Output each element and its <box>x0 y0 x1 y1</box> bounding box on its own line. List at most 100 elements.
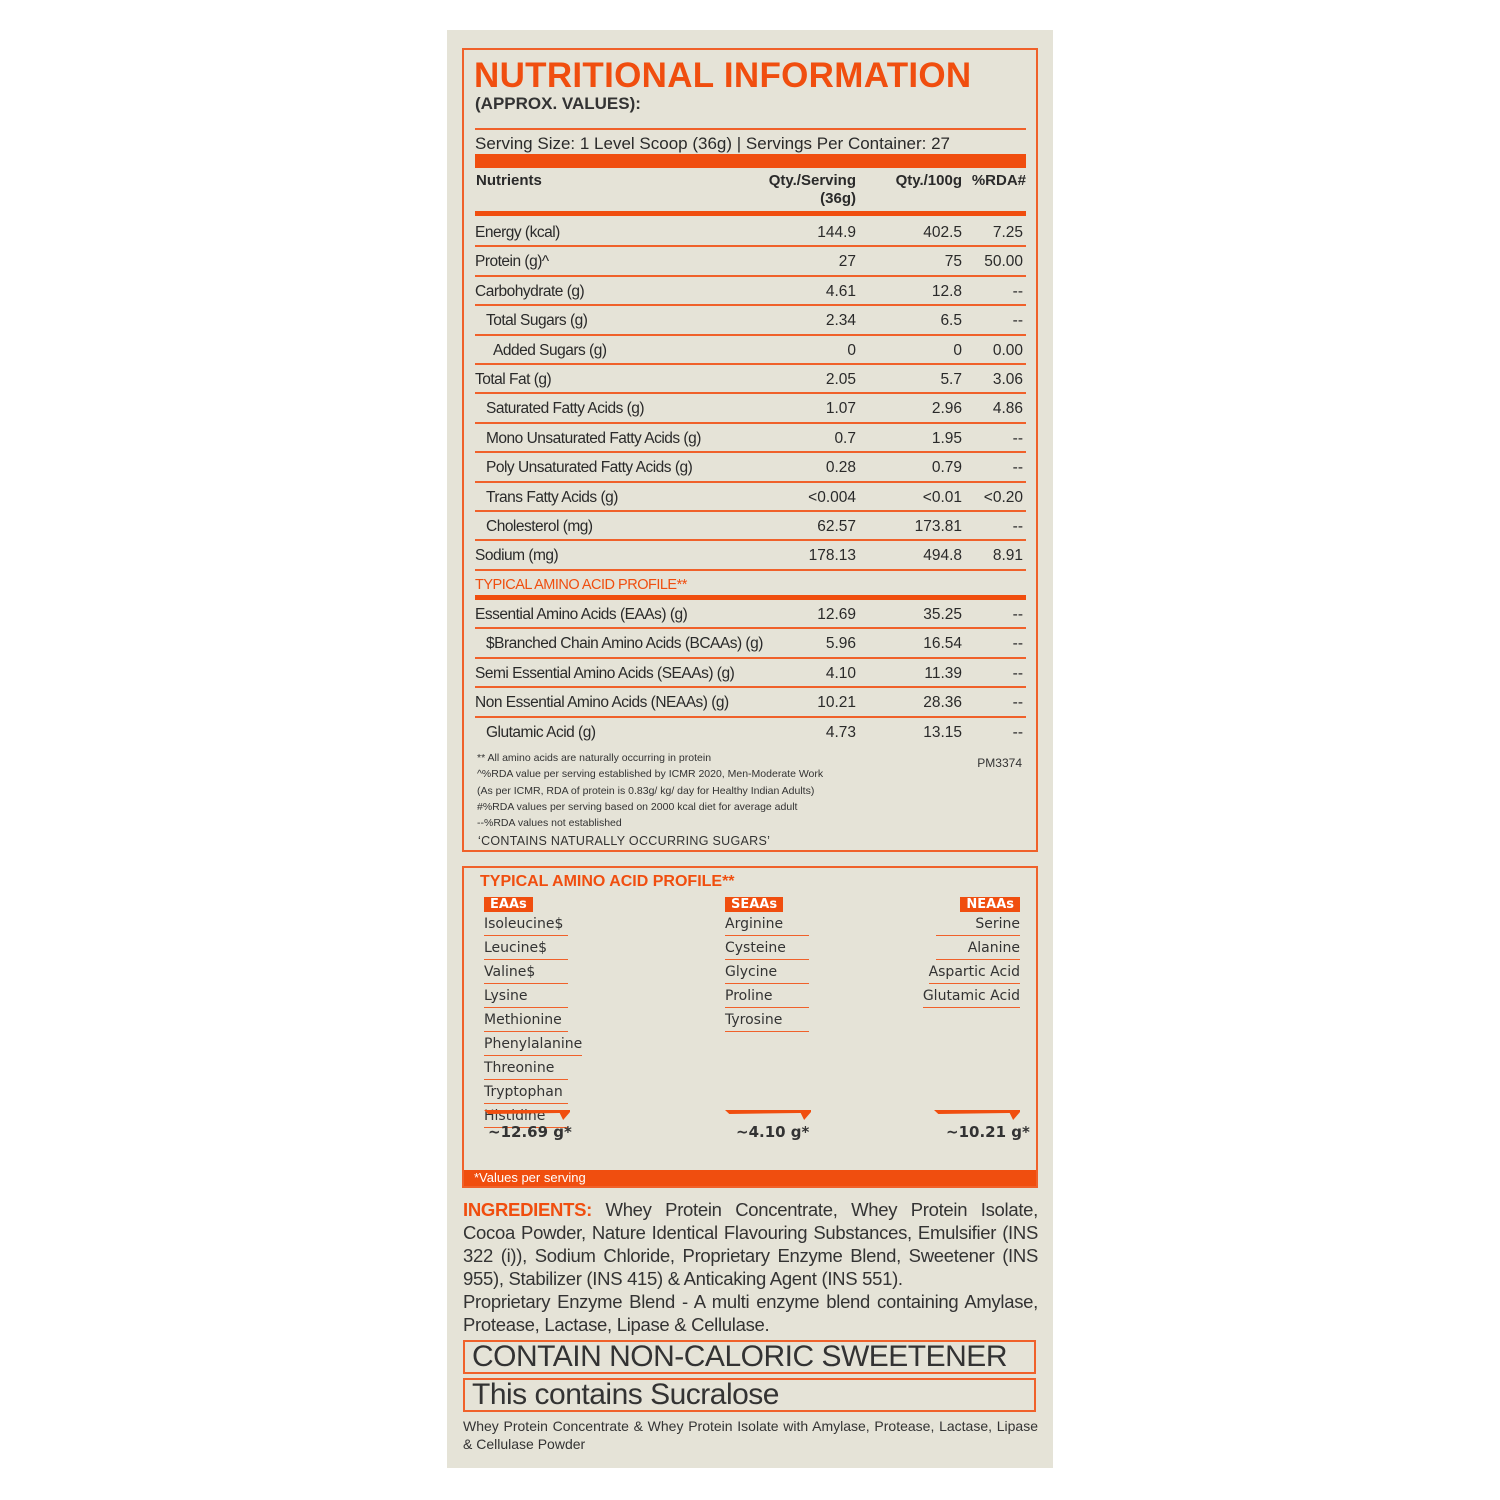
amino-item: Leucine$ <box>484 936 568 960</box>
table-row: Cholesterol (mg) 62.57 173.81 -- <box>475 512 1026 542</box>
qty-serving: 4.73 <box>825 723 856 741</box>
amino-box: TYPICAL AMINO ACID PROFILE** EAAs Isoleuc… <box>462 866 1038 1188</box>
qty-serving: 2.05 <box>825 370 856 388</box>
header-rda: %RDA# <box>971 172 1026 189</box>
nutrition-box: NUTRITIONAL INFORMATION (APPROX. VALUES)… <box>462 48 1038 852</box>
ingredients-text: Whey Protein Concentrate, Whey Protein I… <box>463 1199 1038 1289</box>
table-row: Total Fat (g) 2.05 5.7 3.06 <box>475 365 1026 395</box>
nutrient-name: $Branched Chain Amino Acids (BCAAs) (g) <box>486 635 763 653</box>
amino-item: Arginine <box>725 912 809 936</box>
title: NUTRITIONAL INFORMATION <box>474 56 972 95</box>
table-row: Energy (kcal) 144.9 402.5 7.25 <box>475 218 1026 248</box>
nutrient-name: Total Sugars (g) <box>486 312 588 330</box>
divider-bar <box>475 154 1026 168</box>
rda: -- <box>1012 664 1023 682</box>
amino-item: Methionine <box>484 1008 568 1032</box>
values-per-serving: *Values per serving <box>464 1170 1036 1186</box>
qty-serving: 62.57 <box>817 517 856 535</box>
nutrient-name: Protein (g)^ <box>475 253 549 271</box>
qty-serving: 0.7 <box>834 429 856 447</box>
rda: 0.00 <box>992 341 1023 359</box>
qty-100g: 494.8 <box>923 547 962 565</box>
amino-item: Valine$ <box>484 960 568 984</box>
amino-item: Tryptophan <box>484 1080 568 1104</box>
amino-total: ~12.69 g* <box>488 1123 572 1141</box>
nutrient-table: Energy (kcal) 144.9 402.5 7.25 Protein (g)^ 2… <box>475 218 1026 747</box>
qty-100g: 12.8 <box>931 282 962 300</box>
qty-serving: 178.13 <box>808 547 856 565</box>
amino-item: Lysine <box>484 984 568 1008</box>
rda: -- <box>1012 429 1023 447</box>
rda: 50.00 <box>984 253 1023 271</box>
amino-item: Serine <box>936 912 1020 936</box>
amino-tag: SEAAs <box>725 897 784 912</box>
enzyme-text: Proprietary Enzyme Blend - A multi enzym… <box>463 1291 1038 1335</box>
table-header: Nutrients Qty./Serving (36g) Qty./100g %… <box>475 170 1026 216</box>
header-serving-l2: (36g) <box>820 190 856 207</box>
qty-serving: 144.9 <box>817 224 856 241</box>
label-panel: NUTRITIONAL INFORMATION (APPROX. VALUES)… <box>447 30 1053 1468</box>
nutrient-name: Cholesterol (mg) <box>486 517 593 535</box>
table-row: Sodium (mg) 178.13 494.8 8.91 <box>475 541 1026 571</box>
table-row: Semi Essential Amino Acids (SEAAs) (g) 4.… <box>475 659 1026 689</box>
nutrient-name: Sodium (mg) <box>475 547 559 565</box>
qty-100g: 5.7 <box>940 370 962 388</box>
ingredients-label: INGREDIENTS: <box>463 1199 592 1220</box>
rda: -- <box>1012 459 1023 477</box>
nutrient-name: Energy (kcal) <box>475 224 560 241</box>
amino-item: Glycine <box>725 960 809 984</box>
nutrient-name: Semi Essential Amino Acids (SEAAs) (g) <box>475 664 735 682</box>
qty-serving: 4.61 <box>825 282 856 300</box>
amino-column-seaas: SEAAs Arginine Cysteine Glycine Proline Tyros… <box>725 896 809 1032</box>
rda: -- <box>1012 606 1023 624</box>
footnotes: ** All amino acids are naturally occurri… <box>477 750 823 831</box>
warning-sweetener: CONTAIN NON-CALORIC SWEETENER <box>463 1340 1036 1374</box>
rda: <0.20 <box>983 488 1023 506</box>
amino-column-neaas: NEAAs Serine Alanine Aspartic Acid Glutamic … <box>922 896 1020 1008</box>
nutrient-name: TYPICAL AMINO ACID PROFILE** <box>475 576 687 593</box>
qty-100g: 0.79 <box>931 459 962 477</box>
nutrient-name: Trans Fatty Acids (g) <box>486 488 618 506</box>
rda: -- <box>1012 517 1023 535</box>
qty-100g: 28.36 <box>923 694 962 712</box>
table-row: Trans Fatty Acids (g) <0.004 <0.01 <0.20 <box>475 483 1026 512</box>
nutrient-name: Poly Unsaturated Fatty Acids (g) <box>486 459 693 477</box>
amino-item: Threonine <box>484 1056 568 1080</box>
amino-item: Proline <box>725 984 809 1008</box>
header-per100: Qty./100g <box>895 172 962 189</box>
sugars-note: ‘CONTAINS NATURALLY OCCURRING SUGARS’ <box>478 834 771 848</box>
amino-item: Aspartic Acid <box>928 960 1020 984</box>
qty-serving: 27 <box>838 253 856 271</box>
amino-column-eaas: EAAs Isoleucine$ Leucine$ Valine$ Lysine Meth… <box>484 896 583 1128</box>
rda: 7.25 <box>992 224 1023 241</box>
qty-serving: 0 <box>847 341 856 359</box>
rda: 3.06 <box>992 370 1023 388</box>
warning-sucralose: This contains Sucralose <box>463 1378 1036 1412</box>
qty-100g: 0 <box>953 341 962 359</box>
amino-total: ~10.21 g* <box>946 1123 1030 1141</box>
table-row: Mono Unsaturated Fatty Acids (g) 0.7 1.95 -… <box>475 424 1026 454</box>
footnote: ** All amino acids are naturally occurri… <box>477 752 712 764</box>
footer-text: Whey Protein Concentrate & Whey Protein … <box>463 1418 1038 1452</box>
table-row: $Branched Chain Amino Acids (BCAAs) (g) 5… <box>475 629 1026 659</box>
qty-serving: 1.07 <box>825 400 856 418</box>
qty-serving: 10.21 <box>817 694 856 712</box>
table-row: Glutamic Acid (g) 4.73 13.15 -- <box>475 718 1026 747</box>
footnote: --%RDA values not established <box>477 817 622 830</box>
footnote: ^%RDA value per serving established by I… <box>477 768 824 781</box>
qty-100g: 2.96 <box>931 400 962 418</box>
qty-serving: <0.004 <box>808 488 856 506</box>
qty-100g: 1.95 <box>931 429 962 447</box>
table-row: Added Sugars (g) 0 0 0.00 <box>475 336 1026 365</box>
serving-info: Serving Size: 1 Level Scoop (36g) | Serv… <box>475 128 1026 154</box>
qty-serving: 4.10 <box>825 664 856 682</box>
table-row: Carbohydrate (g) 4.61 12.8 -- <box>475 277 1026 307</box>
table-row: Essential Amino Acids (EAAs) (g) 12.69 35.… <box>475 600 1026 630</box>
qty-100g: <0.01 <box>922 488 962 506</box>
amino-item: Tyrosine <box>725 1008 809 1032</box>
qty-100g: 11.39 <box>924 664 962 682</box>
footnote: #%RDA values per serving based on 2000 k… <box>477 800 798 813</box>
table-row: Non Essential Amino Acids (NEAAs) (g) 10.… <box>475 688 1026 718</box>
header-nutrients: Nutrients <box>476 172 542 189</box>
subtitle: (APPROX. VALUES): <box>475 94 641 113</box>
